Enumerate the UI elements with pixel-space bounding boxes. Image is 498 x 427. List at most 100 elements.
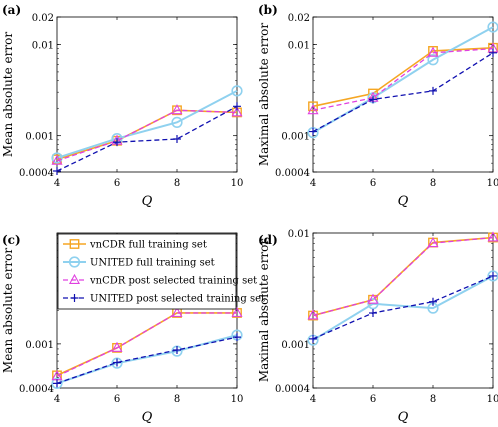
x-tick-label: 4	[310, 394, 316, 405]
data-point	[487, 231, 498, 242]
series-1	[307, 21, 498, 139]
data-point	[51, 377, 63, 390]
series-1	[51, 329, 243, 390]
series-line	[312, 236, 494, 317]
data-point	[489, 48, 497, 57]
data-point	[307, 309, 319, 320]
series-0	[52, 105, 242, 165]
x-tick-label: 6	[370, 178, 376, 189]
panel-c: (c) 4 6 8 10 0.0004 0.001 Q Mean absolute error	[1, 232, 243, 425]
x-tick-label: 4	[54, 394, 60, 405]
panel-letter: (b)	[258, 3, 278, 17]
data-point	[51, 154, 63, 165]
y-axis-title: Mean absolute error	[1, 248, 15, 373]
legend-marker	[68, 273, 81, 284]
data-point	[427, 237, 439, 248]
x-tick-label: 8	[174, 394, 180, 405]
series-3	[53, 102, 241, 176]
series-3	[309, 271, 497, 343]
data-point	[231, 306, 243, 317]
data-point	[171, 306, 183, 317]
y-tick-label: 0.02	[32, 13, 54, 24]
data-point	[231, 106, 243, 117]
legend-marker	[70, 294, 79, 302]
series-3	[309, 48, 497, 136]
data-point	[369, 308, 377, 317]
x-tick-label: 8	[430, 178, 436, 189]
x-tick-label: 8	[430, 394, 436, 405]
x-tick-label: 6	[114, 178, 120, 189]
series-line	[312, 275, 494, 342]
data-point	[171, 104, 183, 115]
series-0	[308, 42, 498, 112]
x-axis-title: Q	[398, 194, 409, 209]
y-axis-title: Maximal absolute error	[257, 23, 271, 167]
axes-box	[312, 232, 494, 389]
data-point	[308, 101, 318, 112]
series-line	[312, 47, 494, 111]
data-point	[51, 152, 63, 164]
legend-label: UNITED post selected training set	[90, 294, 265, 305]
legend-marker	[68, 256, 81, 268]
data-point	[307, 104, 319, 115]
series-1	[307, 270, 498, 346]
data-point	[111, 341, 123, 352]
series-line	[56, 312, 237, 377]
panel-d: (d) 4 6 8 10 0.0004 0.001 0.01 Q Maximal absolute…	[257, 229, 498, 425]
data-point	[171, 116, 183, 128]
axes-box	[56, 16, 238, 173]
series-line	[56, 334, 238, 385]
legend-label: vnCDR full training set	[89, 240, 207, 251]
legend-box	[57, 233, 237, 310]
data-point	[111, 357, 123, 369]
series-2	[51, 306, 243, 381]
series-line	[312, 46, 494, 108]
data-point	[309, 127, 317, 136]
panel-a: (a) 4 6 8 10 0.0004 0.001 0.01 0.02 Q Mean absolut…	[1, 3, 243, 209]
series-line	[56, 109, 238, 162]
x-tick-label: 10	[487, 394, 498, 405]
panel-letter: (c)	[2, 233, 21, 247]
x-tick-label: 6	[370, 394, 376, 405]
legend: vnCDR full training set UNITED full train…	[57, 233, 265, 310]
y-tick-label: 0.001	[281, 132, 310, 143]
y-tick-label: 0.0004	[275, 168, 310, 179]
series-line	[56, 312, 237, 377]
panel-b: (b) 4 6 8 10 0.0004 0.001 0.01 0.02 Q Maximal abso…	[257, 3, 498, 209]
data-point	[367, 298, 379, 310]
y-axis-title: Maximal absolute error	[257, 239, 271, 383]
y-tick-label: 0.01	[32, 40, 54, 51]
data-point	[489, 271, 497, 280]
x-tick-label: 8	[174, 178, 180, 189]
y-tick-label: 0.01	[288, 229, 310, 240]
data-point	[233, 102, 241, 111]
axes-box	[312, 16, 494, 173]
series-line	[56, 336, 238, 385]
data-point	[369, 95, 377, 104]
y-tick-label: 0.001	[25, 132, 54, 143]
y-tick-label: 0.01	[288, 40, 310, 51]
x-axis-title: Q	[398, 410, 409, 425]
series-line	[312, 52, 494, 133]
data-point	[427, 54, 439, 66]
data-point	[367, 293, 379, 304]
data-point	[233, 333, 241, 342]
legend-label: vnCDR post selected training set	[89, 276, 257, 287]
x-tick-label: 10	[487, 178, 498, 189]
x-tick-label: 6	[114, 394, 120, 405]
data-point	[429, 297, 437, 306]
series-line	[56, 105, 238, 172]
series-line	[312, 236, 494, 317]
series-2	[51, 104, 243, 165]
y-axis-title: Mean absolute error	[1, 32, 15, 157]
legend-label: UNITED full training set	[90, 258, 215, 269]
panel-letter: (a)	[2, 3, 21, 17]
x-axis-title: Q	[142, 194, 153, 209]
data-point	[53, 167, 61, 176]
y-tick-label: 0.0004	[19, 384, 54, 395]
series-line	[56, 89, 238, 159]
x-tick-label: 4	[54, 178, 60, 189]
series-2	[307, 231, 498, 320]
data-point	[173, 346, 181, 355]
series-0	[52, 308, 242, 381]
